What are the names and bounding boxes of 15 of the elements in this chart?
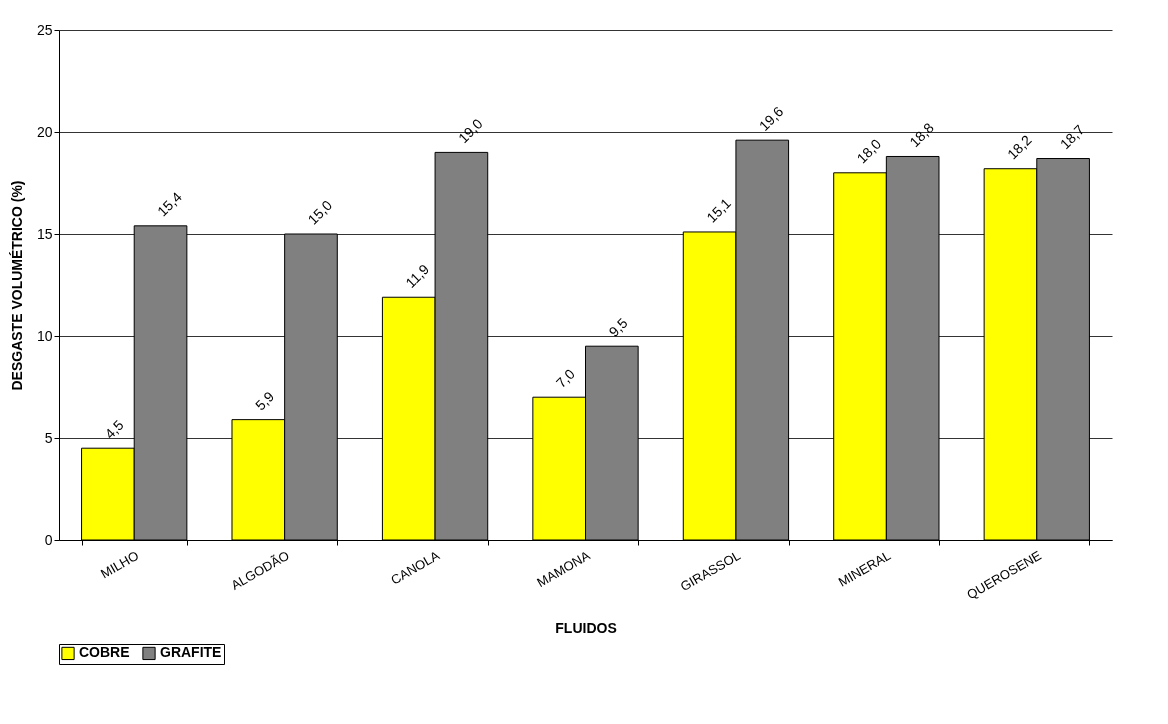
y-tick-label: 0 (44, 531, 53, 548)
y-tick-label: 20 (36, 123, 53, 140)
y-tick-label: 10 (36, 327, 53, 344)
y-tick-label: 5 (44, 429, 53, 446)
legend-label: GRAFITE (160, 644, 222, 661)
x-axis-title: FLUIDOS (555, 620, 617, 637)
data-label: 9,5 (605, 314, 631, 340)
y-tick-label: 15 (36, 225, 53, 242)
y-axis-title: DESGASTE VOLUMÉTRICO (%) (8, 180, 25, 391)
data-label: 5,9 (251, 388, 278, 414)
data-label: 11,9 (402, 260, 433, 291)
data-label: 7,0 (552, 365, 579, 391)
y-tick-label: 25 (36, 21, 53, 38)
data-label: 4,5 (101, 416, 127, 442)
legend-label: COBRE (79, 644, 130, 661)
